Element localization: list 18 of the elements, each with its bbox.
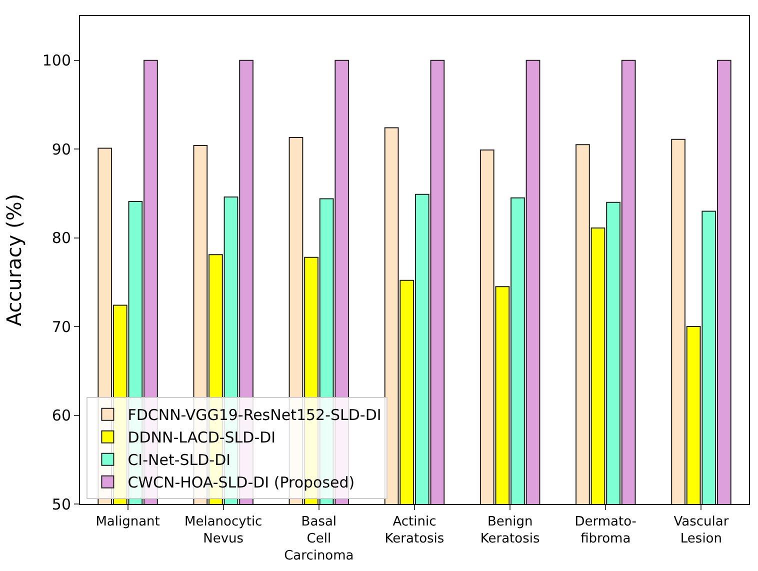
legend-label: CWCN-HOA-SLD-DI (Proposed) <box>128 474 355 492</box>
x-tick-label: Benign Keratosis <box>480 514 540 546</box>
x-tick-label: Melanocytic Nevus <box>184 514 262 546</box>
y-axis-title: Accuracy (%) <box>2 194 26 326</box>
x-tick-label: Malignant <box>96 514 160 530</box>
x-tick-label: Dermato- fibroma <box>574 514 637 546</box>
x-tick-label: Basal Cell Carcinoma <box>284 514 354 564</box>
y-tick-label: 50 <box>52 495 71 514</box>
legend-label: FDCNN-VGG19-ResNet152-SLD-DI <box>128 406 382 424</box>
x-tick-label: Actinic Keratosis <box>384 514 444 546</box>
legend-label: CI-Net-SLD-DI <box>128 451 231 470</box>
y-tick-label: 60 <box>52 406 71 425</box>
y-tick-label: 100 <box>42 52 71 70</box>
legend-label: DDNN-LACD-SLD-DI <box>128 428 276 447</box>
y-tick-label: 80 <box>52 229 71 248</box>
x-tick-label: Vascular Lesion <box>674 514 730 546</box>
y-tick-label: 70 <box>52 318 71 336</box>
y-tick-label: 90 <box>52 140 71 158</box>
